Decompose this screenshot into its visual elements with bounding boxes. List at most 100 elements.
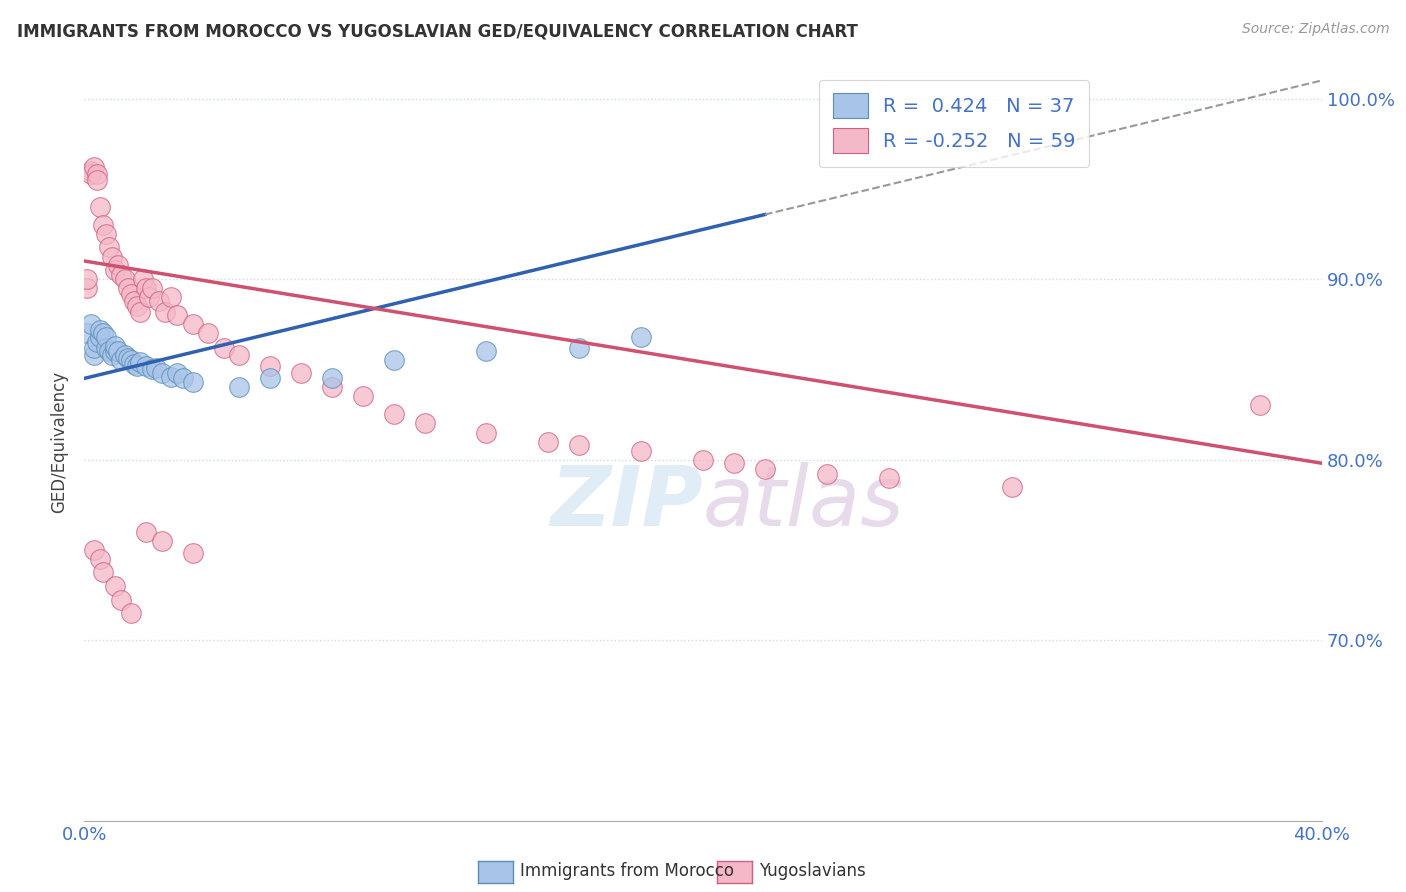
Point [129, 304, 152, 318]
Point [101, 251, 124, 265]
Point [568, 341, 591, 355]
Point [94, 330, 117, 344]
Point [475, 425, 498, 440]
Point [79, 167, 101, 181]
Text: IMMIGRANTS FROM MOROCCO VS YUGOSLAVIAN GED/EQUIVALENCY CORRELATION CHART: IMMIGRANTS FROM MOROCCO VS YUGOSLAVIAN G… [17, 22, 858, 40]
Point [723, 456, 745, 470]
Point [91, 565, 114, 579]
Text: Yugoslavians: Yugoslavians [759, 863, 866, 880]
Point [76, 281, 98, 295]
Point [114, 348, 136, 362]
Point [145, 360, 167, 375]
Point [98, 239, 121, 253]
Point [83, 348, 105, 362]
Legend: R =  0.424   N = 37, R = -0.252   N = 59: R = 0.424 N = 37, R = -0.252 N = 59 [818, 79, 1090, 167]
Point [94, 227, 117, 241]
Point [212, 341, 235, 355]
Point [89, 552, 111, 566]
Point [86, 173, 108, 187]
Point [79, 317, 101, 331]
Point [568, 438, 591, 452]
Point [83, 542, 105, 557]
Point [382, 353, 405, 368]
Point [160, 369, 183, 384]
Point [1001, 480, 1024, 494]
Point [120, 286, 142, 301]
Point [321, 371, 343, 385]
Point [166, 308, 188, 322]
Point [125, 299, 148, 313]
Point [138, 290, 160, 304]
Point [104, 579, 127, 593]
Point [120, 606, 142, 620]
Text: Immigrants from Morocco: Immigrants from Morocco [520, 863, 734, 880]
Point [259, 371, 281, 385]
Point [141, 362, 163, 376]
Point [181, 317, 204, 331]
Point [197, 326, 219, 341]
Point [122, 293, 145, 308]
Point [104, 263, 127, 277]
Point [86, 167, 108, 181]
Point [166, 366, 188, 380]
Point [79, 163, 101, 178]
Point [117, 351, 139, 366]
Point [148, 293, 170, 308]
Point [122, 357, 145, 371]
Point [413, 417, 436, 431]
Point [160, 290, 183, 304]
Point [228, 348, 250, 362]
Point [98, 344, 121, 359]
Point [114, 272, 136, 286]
Point [125, 359, 148, 373]
Point [89, 323, 111, 337]
Point [86, 335, 108, 350]
Point [89, 200, 111, 214]
Point [76, 326, 98, 341]
Point [129, 355, 152, 369]
Point [120, 353, 142, 368]
Point [135, 359, 157, 373]
Point [815, 467, 838, 481]
Point [259, 359, 281, 373]
Text: ZIP: ZIP [550, 462, 703, 542]
Point [117, 281, 139, 295]
Y-axis label: GED/Equivalency: GED/Equivalency [51, 370, 69, 513]
Point [382, 408, 405, 422]
Point [104, 339, 127, 353]
Point [110, 353, 132, 368]
Point [181, 375, 204, 389]
Point [352, 389, 374, 403]
Point [94, 341, 117, 355]
Point [110, 268, 132, 283]
Point [107, 344, 129, 359]
Point [76, 272, 98, 286]
Point [321, 380, 343, 394]
Point [537, 434, 560, 449]
Point [110, 593, 132, 607]
Point [754, 461, 776, 475]
Point [135, 281, 157, 295]
Point [83, 341, 105, 355]
Point [89, 330, 111, 344]
Point [877, 470, 900, 484]
Point [1249, 399, 1271, 413]
Point [83, 160, 105, 174]
Point [630, 330, 652, 344]
Point [475, 344, 498, 359]
Point [228, 380, 250, 394]
Point [141, 281, 163, 295]
Point [150, 366, 173, 380]
Point [150, 533, 173, 548]
Point [104, 344, 127, 359]
Point [153, 304, 176, 318]
Point [91, 326, 114, 341]
Point [91, 218, 114, 232]
Point [181, 546, 204, 560]
Point [132, 272, 155, 286]
Point [135, 524, 157, 539]
Text: atlas: atlas [703, 462, 904, 542]
Point [290, 366, 312, 380]
Point [107, 258, 129, 272]
Point [172, 371, 194, 385]
